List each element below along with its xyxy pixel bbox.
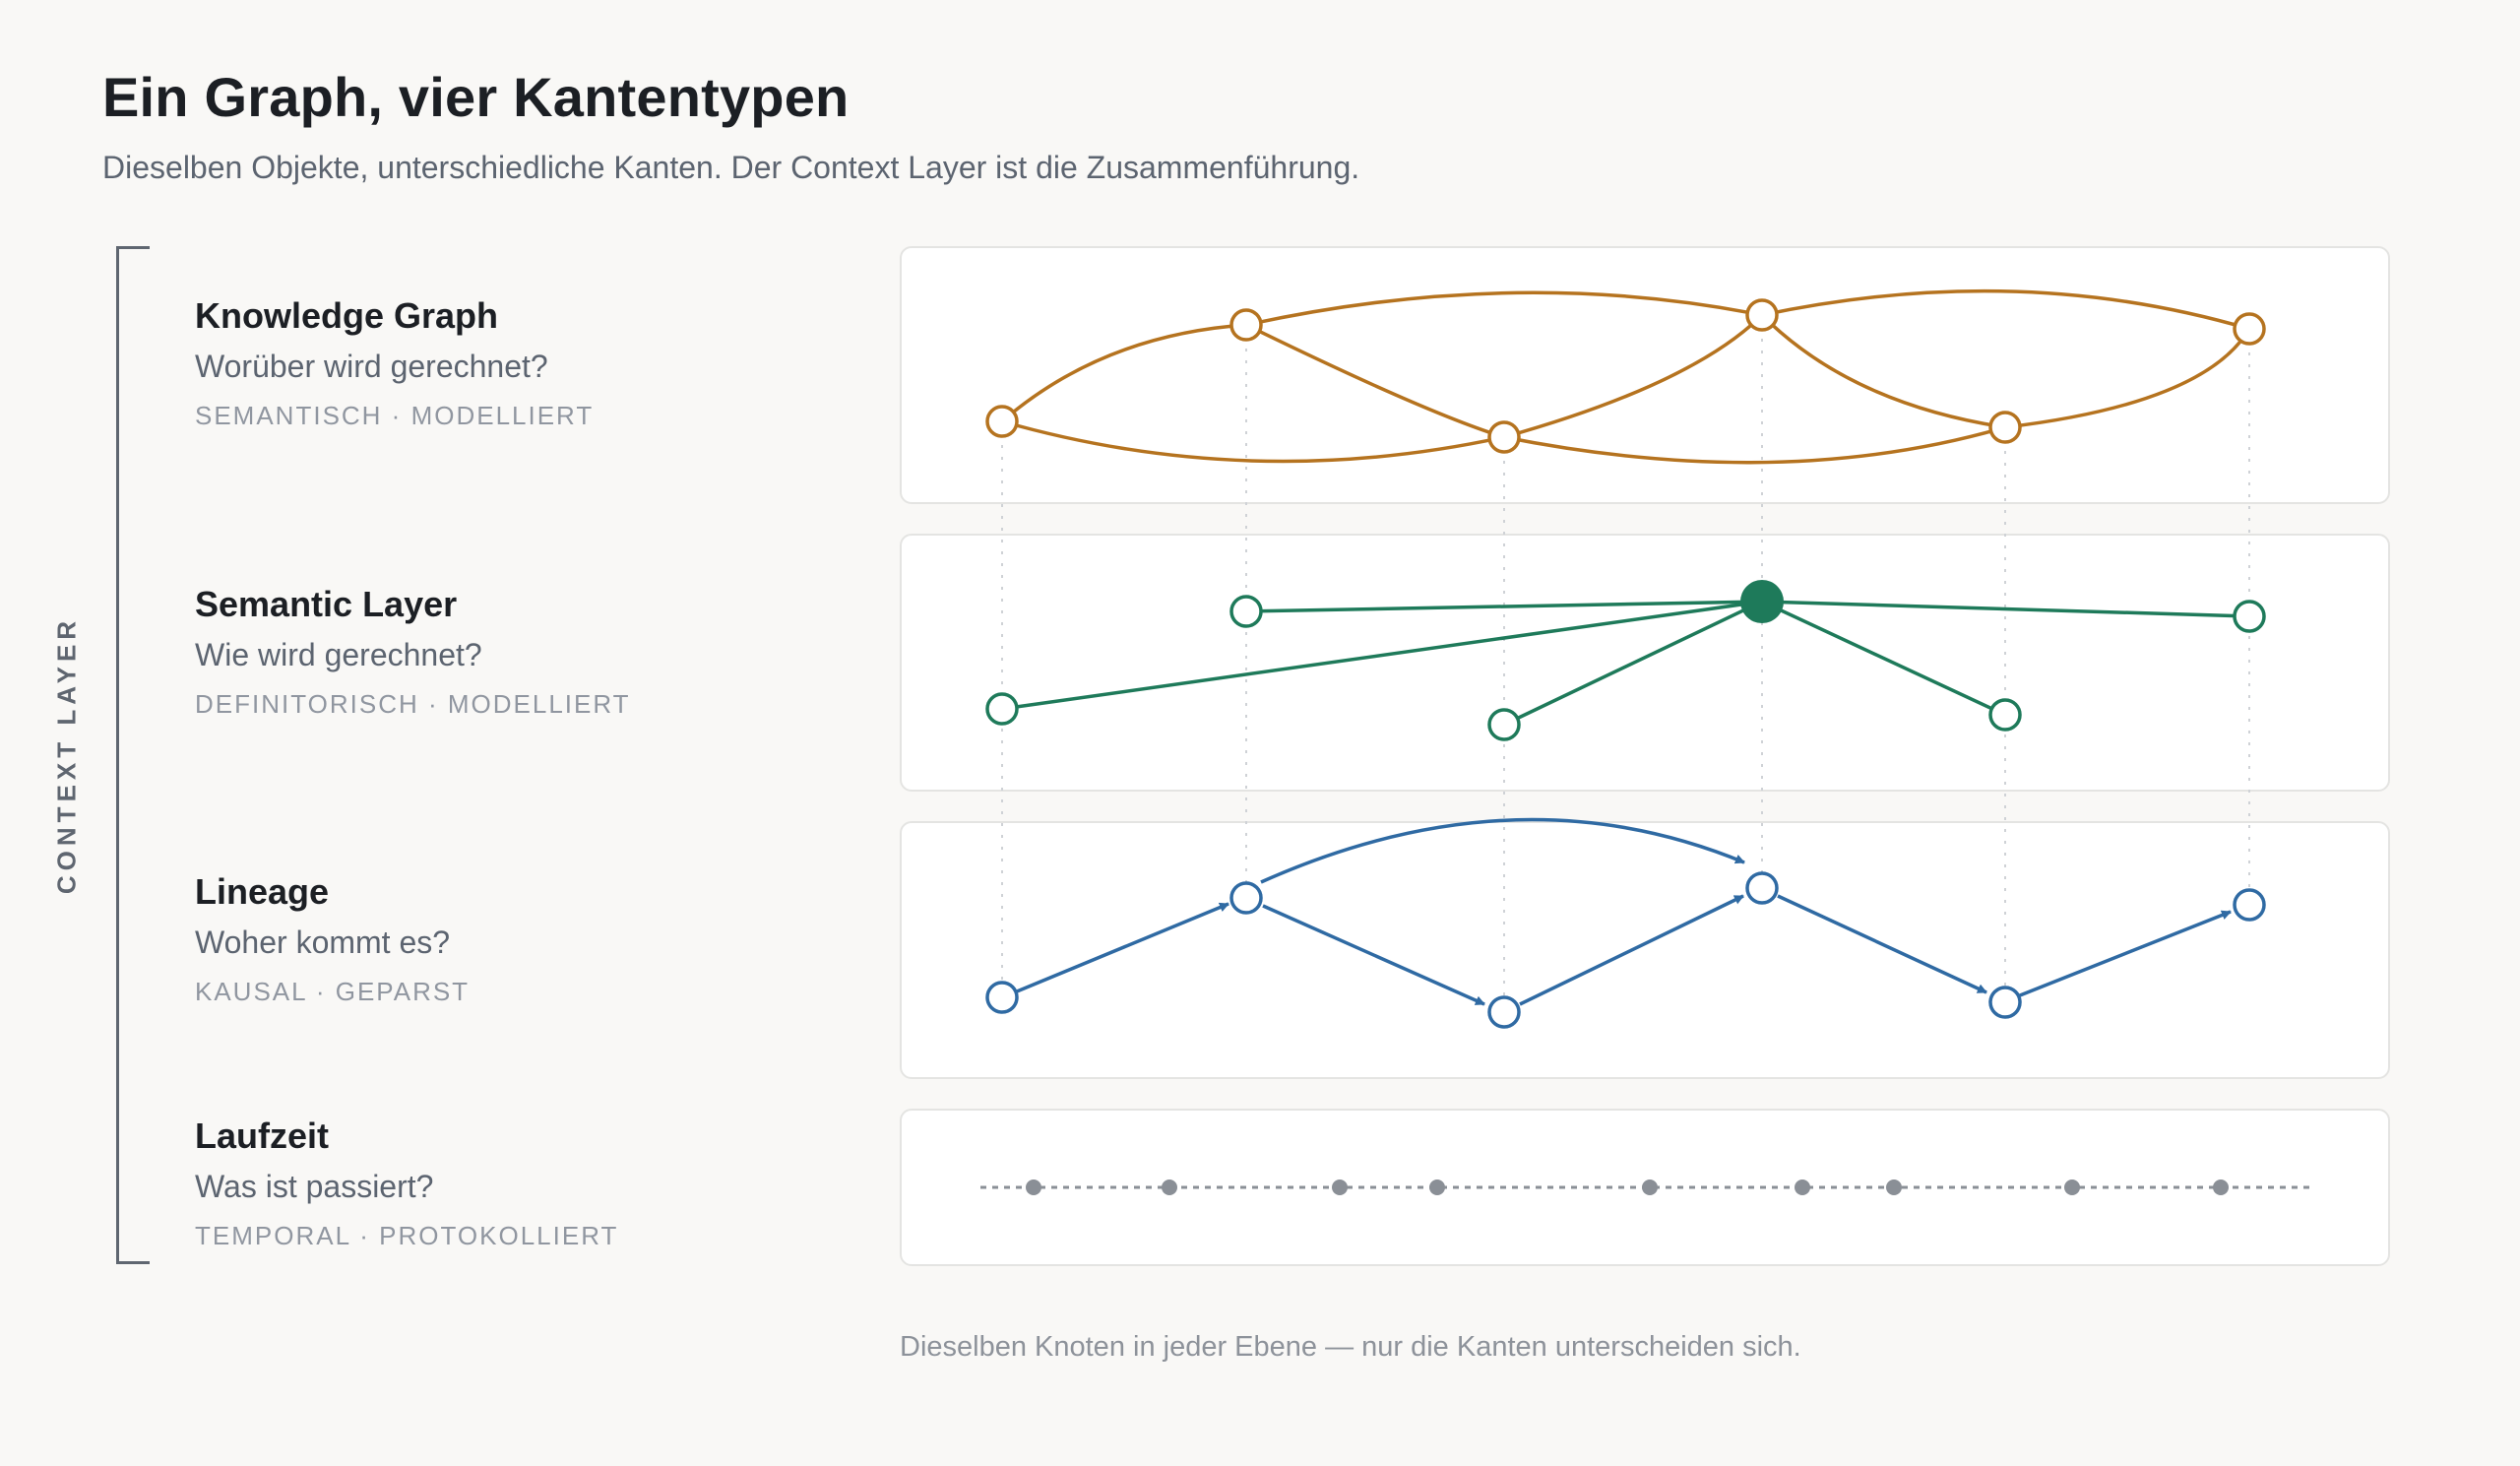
lineage-edge	[1777, 894, 1987, 994]
lineage-node	[1745, 871, 1779, 905]
sl-node	[1229, 595, 1263, 628]
lineage-node	[1988, 986, 2022, 1019]
event-dot	[2213, 1179, 2229, 1195]
lineage-panel	[900, 821, 2390, 1079]
lineage-edge	[2019, 910, 2232, 997]
lineage-edge	[1260, 817, 1745, 884]
lineage-node	[1229, 881, 1263, 915]
knowledge-graph-panel	[900, 246, 2390, 504]
sl-edge	[1761, 600, 2006, 717]
kg-edge	[1001, 419, 1505, 464]
lineage-node	[2233, 888, 2266, 922]
kg-node	[1487, 420, 1521, 454]
event-dot	[1886, 1179, 1902, 1195]
sl-edge	[1503, 600, 1763, 727]
row-tag: DEFINITORISCH · MODELLIERT	[195, 689, 631, 719]
row-tag: TEMPORAL · PROTOKOLLIERT	[195, 1221, 619, 1250]
sl-node	[1487, 708, 1521, 741]
kg-edge	[1760, 313, 2006, 429]
event-dot	[1795, 1179, 1810, 1195]
page-title: Ein Graph, vier Kantentypen	[102, 66, 850, 128]
lineage-node	[1487, 995, 1521, 1029]
event-dot	[1026, 1179, 1041, 1195]
row-title: Semantic Layer	[195, 584, 458, 624]
row-knowledge-graph: Knowledge Graph Worüber wird gerechnet? …	[195, 295, 594, 431]
row-tag: KAUSAL · GEPARST	[195, 977, 471, 1006]
sl-node	[2233, 600, 2266, 633]
row-question: Was ist passiert?	[195, 1169, 434, 1204]
row-question: Woher kommt es?	[195, 924, 451, 960]
row-tag: SEMANTISCH · MODELLIERT	[195, 401, 595, 430]
row-semantic-layer: Semantic Layer Wie wird gerechnet? DEFIN…	[195, 584, 631, 720]
kg-edge	[1245, 290, 1763, 327]
row-lineage: Lineage Woher kommt es? KAUSAL · GEPARST	[195, 871, 470, 1007]
row-laufzeit: Laufzeit Was ist passiert? TEMPORAL · PR…	[195, 1115, 618, 1251]
kg-edge	[1245, 323, 1505, 439]
event-dot	[2064, 1179, 2080, 1195]
kg-edge	[1000, 323, 1247, 423]
row-title: Knowledge Graph	[195, 295, 499, 336]
sl-node	[985, 692, 1019, 726]
event-dot	[1332, 1179, 1348, 1195]
lineage-edge	[1016, 902, 1229, 993]
event-dot	[1429, 1179, 1445, 1195]
kg-edge	[1761, 288, 2250, 331]
row-question: Worüber wird gerechnet?	[195, 349, 548, 384]
kg-node	[2233, 312, 2266, 346]
kg-node	[985, 405, 1019, 438]
lineage-edge	[1262, 904, 1485, 1006]
semantic-layer-panel	[900, 534, 2390, 792]
kg-node	[1229, 308, 1263, 342]
sl-edge	[1761, 600, 2250, 618]
lineage-edge	[1519, 894, 1744, 1006]
kg-edge	[2004, 328, 2251, 429]
sl-node	[1988, 698, 2022, 732]
kg-edge	[1503, 425, 2006, 465]
sl-hub-node	[1740, 580, 1784, 623]
row-title: Lineage	[195, 871, 330, 912]
context-layer-bracket	[116, 246, 150, 1264]
sl-edge	[1001, 600, 1763, 711]
event-dot	[1162, 1179, 1177, 1195]
lineage-node	[985, 981, 1019, 1014]
diagram-caption: Dieselben Knoten in jeder Ebene — nur di…	[900, 1331, 1801, 1363]
kg-node	[1745, 298, 1779, 332]
row-question: Wie wird gerechnet?	[195, 637, 482, 672]
page-subtitle: Dieselben Objekte, unterschiedliche Kant…	[102, 150, 1360, 185]
sl-edge	[1245, 600, 1763, 613]
kg-edge	[1503, 313, 1764, 439]
kg-node	[1988, 411, 2022, 444]
event-dot	[1642, 1179, 1658, 1195]
row-title: Laufzeit	[195, 1115, 330, 1156]
